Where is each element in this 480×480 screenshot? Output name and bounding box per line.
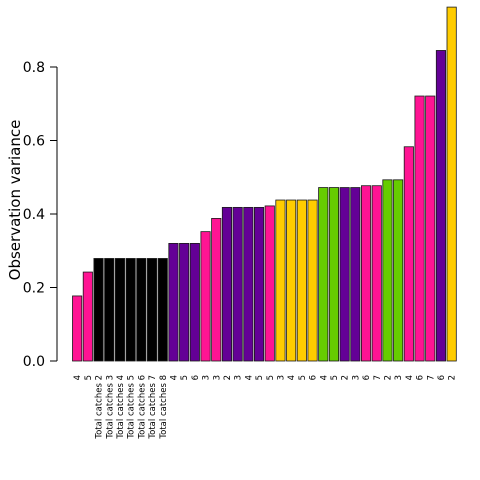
bar <box>189 242 200 362</box>
bar <box>211 218 222 362</box>
x-tick-label: 4 <box>405 375 415 380</box>
y-tick-label: 0.0 <box>23 354 45 370</box>
y-tick-label: 0.8 <box>23 60 45 76</box>
bar <box>393 179 404 362</box>
x-tick-label: 3 <box>202 375 212 380</box>
x-tick-label: 2 <box>341 375 351 380</box>
x-tick-label: 2 <box>448 375 458 380</box>
x-tick-label: 3 <box>351 375 361 380</box>
bar <box>446 6 457 362</box>
bar <box>275 199 286 362</box>
bar <box>296 199 307 362</box>
bar <box>318 187 329 362</box>
bar <box>403 146 414 362</box>
x-tick-label: 4 <box>73 375 83 380</box>
bar <box>253 206 265 362</box>
bars <box>72 6 457 362</box>
x-tick-label: Total catches 6 <box>137 375 147 440</box>
bar <box>243 206 254 362</box>
x-tick-label: 7 <box>426 375 436 380</box>
x-tick-label: 6 <box>437 375 447 380</box>
bar <box>104 258 115 362</box>
x-tick-label: 2 <box>383 375 393 380</box>
bar <box>157 258 168 362</box>
y-tick-label: 0.2 <box>23 281 45 297</box>
bar <box>179 242 190 362</box>
bar <box>339 187 350 362</box>
bar <box>136 258 147 362</box>
x-tick-label: 4 <box>287 375 297 380</box>
bar <box>221 206 233 362</box>
bar <box>286 199 297 362</box>
x-tick-label: 4 <box>319 375 329 380</box>
x-tick-label: Total catches 5 <box>127 375 137 440</box>
bar <box>114 258 126 362</box>
x-tick-label: 6 <box>416 375 426 380</box>
y-tick-label: 0.6 <box>23 134 45 150</box>
y-axis: 0.0 0.2 0.4 0.6 0.8 <box>23 60 58 370</box>
x-tick-label: 5 <box>84 375 94 380</box>
bar <box>146 258 158 362</box>
x-tick-label: 6 <box>362 375 372 380</box>
bar <box>93 258 104 362</box>
bar <box>425 95 436 362</box>
y-axis-label: Observation variance <box>6 120 24 281</box>
x-tick-label: 3 <box>394 375 404 380</box>
bar <box>360 185 372 362</box>
x-tick-label: 5 <box>330 375 340 380</box>
x-tick-label: 6 <box>309 375 319 380</box>
x-tick-label: Total catches 4 <box>116 375 126 440</box>
bar <box>371 185 382 362</box>
x-tick-label: 6 <box>191 375 201 380</box>
x-tick-label: 4 <box>169 375 179 380</box>
y-tick-label: 0.4 <box>23 207 45 223</box>
bar <box>125 258 136 362</box>
bar <box>232 206 243 362</box>
x-tick-label: 3 <box>212 375 222 380</box>
bar <box>200 231 211 362</box>
x-tick-label: Total catches 3 <box>105 375 115 440</box>
bar <box>435 50 446 362</box>
bar <box>82 271 93 362</box>
bar <box>328 187 339 362</box>
bar <box>168 242 179 362</box>
x-tick-label: 3 <box>234 375 244 380</box>
x-tick-label: Total catches 2 <box>95 375 105 440</box>
x-axis-labels: 4 5 Total catches 2 Total catches 3 Total ca… <box>73 375 458 440</box>
x-tick-label: Total catches 8 <box>159 375 169 440</box>
x-tick-label: Total catches 7 <box>148 375 158 440</box>
x-tick-label: 4 <box>244 375 254 380</box>
bar <box>72 295 83 362</box>
x-tick-label: 5 <box>298 375 308 380</box>
x-tick-label: 5 <box>180 375 190 380</box>
x-tick-label: 3 <box>276 375 286 380</box>
x-tick-label: 5 <box>266 375 276 380</box>
x-tick-label: 5 <box>255 375 265 380</box>
bar <box>307 199 318 362</box>
bar <box>350 187 361 362</box>
x-tick-label: 7 <box>373 375 383 380</box>
x-tick-label: 2 <box>223 375 233 380</box>
bar <box>414 95 425 362</box>
bar <box>264 205 275 362</box>
bar <box>382 179 393 362</box>
